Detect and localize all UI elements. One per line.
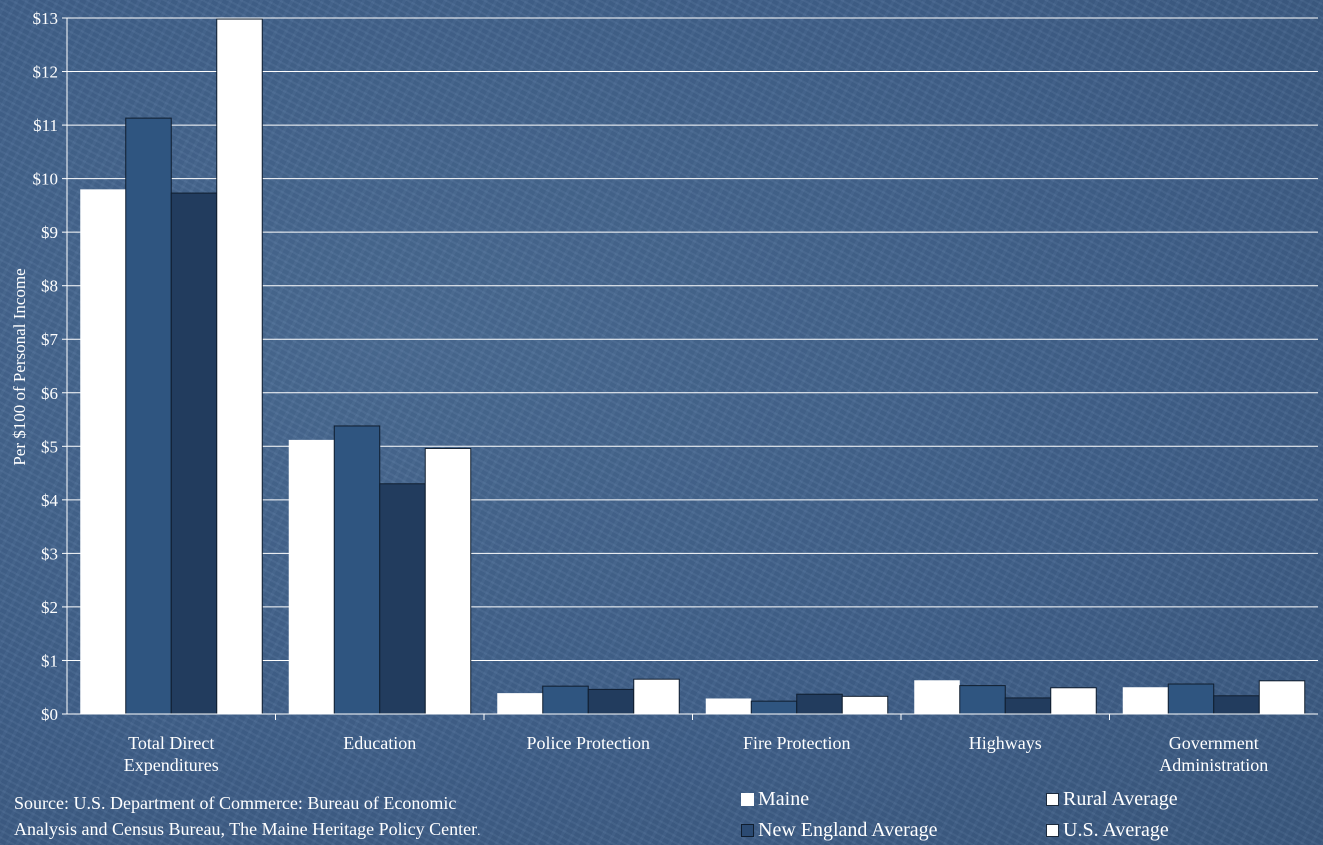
bar bbox=[705, 698, 752, 714]
source-line-1: Source: U.S. Department of Commerce: Bur… bbox=[14, 793, 457, 813]
bar bbox=[424, 447, 472, 715]
x-tick-label: Fire Protection bbox=[743, 733, 850, 753]
bar bbox=[288, 439, 335, 714]
y-tick-label: $8 bbox=[41, 277, 58, 296]
x-tick-label: Education bbox=[343, 733, 416, 753]
y-tick-label: $9 bbox=[41, 223, 58, 242]
legend-item-us-average: U.S. Average bbox=[1046, 819, 1169, 842]
bar bbox=[841, 695, 889, 715]
bar bbox=[1258, 680, 1306, 715]
y-tick-label: $2 bbox=[41, 598, 58, 617]
bar bbox=[914, 680, 960, 714]
axes bbox=[66, 18, 1318, 720]
bar bbox=[1167, 683, 1215, 715]
x-tick-label: Administration bbox=[1159, 755, 1268, 775]
y-tick-label: $12 bbox=[33, 63, 59, 82]
gridlines bbox=[67, 17, 1318, 661]
bar bbox=[1213, 695, 1260, 715]
legend-item-maine: Maine bbox=[741, 788, 809, 811]
x-tick-label: Government bbox=[1169, 733, 1259, 753]
legend-swatch-maine bbox=[741, 793, 754, 806]
bar bbox=[80, 189, 126, 715]
source-line-2: Analysis and Census Bureau, The Maine He… bbox=[14, 819, 481, 839]
x-tick-label: Police Protection bbox=[527, 733, 650, 753]
y-tick-label: $13 bbox=[33, 9, 59, 28]
y-axis-title: Per $100 of Personal Income bbox=[10, 268, 29, 466]
bar bbox=[170, 192, 218, 715]
bar bbox=[1050, 687, 1097, 715]
y-tick-label: $10 bbox=[33, 170, 59, 189]
bar bbox=[633, 678, 680, 715]
y-tick-label: $6 bbox=[41, 384, 58, 403]
legend-label-rural-average: Rural Average bbox=[1063, 788, 1178, 810]
bars bbox=[80, 18, 1306, 715]
x-tick-label: Total Direct bbox=[128, 733, 214, 753]
bar bbox=[1004, 697, 1052, 715]
y-tick-label: $0 bbox=[41, 705, 58, 724]
legend-label-new-england-average: New England Average bbox=[758, 819, 938, 841]
legend-item-rural-average: Rural Average bbox=[1046, 788, 1178, 811]
legend-label-maine: Maine bbox=[758, 788, 810, 810]
y-tick-label: $4 bbox=[41, 491, 59, 510]
legend-item-new-england-average: New England Average bbox=[741, 819, 938, 842]
y-tick-label: $1 bbox=[41, 651, 58, 670]
y-tick-label: $11 bbox=[33, 116, 58, 135]
bar bbox=[750, 700, 798, 715]
y-axis-ticks: $0 $1 $2 $3 $4 $5 $6 $7 $8 $9 $10 $11 $12 $13 bbox=[33, 9, 67, 724]
y-tick-label: $7 bbox=[41, 330, 59, 349]
bar bbox=[333, 425, 381, 715]
source-note: Source: U.S. Department of Commerce: Bur… bbox=[14, 790, 574, 844]
bar bbox=[1122, 687, 1169, 714]
bar bbox=[542, 685, 589, 715]
bar bbox=[959, 685, 1006, 715]
bar bbox=[216, 18, 263, 715]
legend-swatch-new-england-average bbox=[741, 824, 754, 837]
bar bbox=[497, 693, 543, 714]
y-tick-label: $3 bbox=[41, 544, 58, 563]
x-tick-label: Highways bbox=[969, 733, 1042, 753]
legend-label-us-average: U.S. Average bbox=[1063, 819, 1169, 841]
y-tick-label: $5 bbox=[41, 437, 58, 456]
legend-swatch-rural-average bbox=[1046, 793, 1059, 806]
bar bbox=[379, 483, 426, 715]
legend-swatch-us-average bbox=[1046, 824, 1059, 837]
bar bbox=[796, 693, 843, 715]
x-tick-label: Expenditures bbox=[124, 755, 219, 775]
bar bbox=[587, 688, 635, 715]
bar bbox=[125, 117, 172, 715]
